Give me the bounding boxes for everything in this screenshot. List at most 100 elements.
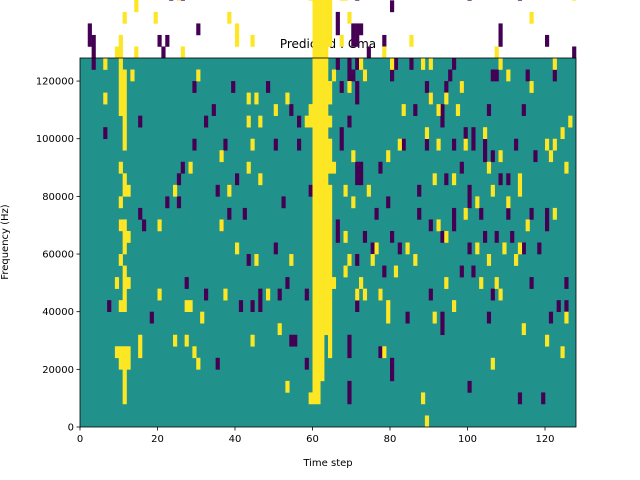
heatmap-cell-low bbox=[510, 230, 515, 243]
heatmap-cell-low bbox=[355, 254, 360, 266]
heatmap-cell-high bbox=[486, 161, 492, 174]
x-tick-label: 0 bbox=[77, 434, 83, 445]
heatmap-cell-low bbox=[440, 104, 445, 128]
heatmap-cell-low bbox=[393, 58, 399, 70]
heatmap-cell-low bbox=[521, 104, 526, 116]
heatmap-cell-high bbox=[157, 219, 162, 232]
heatmap-cell-high bbox=[118, 219, 123, 232]
y-tick-label: 80000 bbox=[42, 192, 74, 203]
heatmap-cell-high bbox=[413, 254, 418, 266]
heatmap-cell-low bbox=[246, 254, 251, 266]
heatmap-cell-high bbox=[514, 254, 519, 266]
heatmap-cell-low bbox=[390, 357, 395, 382]
heatmap-cell-low bbox=[545, 34, 550, 47]
heatmap-cell-high bbox=[370, 254, 375, 266]
heatmap-cell-low bbox=[494, 230, 499, 243]
heatmap-cell-high bbox=[235, 34, 240, 47]
heatmap-cell-high bbox=[312, 0, 317, 1]
heatmap-cell-low bbox=[335, 219, 340, 243]
heatmap-cell-high bbox=[328, 81, 333, 105]
heatmap-cell-high bbox=[517, 242, 523, 255]
heatmap-cell-high bbox=[382, 46, 387, 59]
heatmap-cell-low bbox=[192, 138, 197, 151]
heatmap-cell-low bbox=[452, 207, 457, 232]
heatmap-cell-high bbox=[273, 104, 278, 116]
y-tick-label: 40000 bbox=[42, 307, 74, 318]
heatmap-cell-high bbox=[343, 265, 348, 278]
heatmap-cell-low bbox=[467, 242, 472, 255]
heatmap-cell-high bbox=[304, 115, 309, 128]
heatmap-cell-low bbox=[161, 46, 166, 59]
heatmap-cell-low bbox=[231, 81, 236, 93]
heatmap-cell-high bbox=[498, 150, 503, 163]
heatmap-cell-high bbox=[463, 207, 468, 220]
heatmap-cell-low bbox=[525, 69, 530, 82]
heatmap-cell-high bbox=[312, 0, 317, 405]
heatmap-cell-high bbox=[432, 173, 437, 186]
heatmap-cell-high bbox=[486, 254, 492, 266]
heatmap-cell-high bbox=[118, 254, 123, 266]
heatmap-cell-high bbox=[374, 242, 379, 255]
heatmap-cell-high bbox=[308, 104, 313, 128]
heatmap-cell-low bbox=[548, 311, 554, 324]
heatmap-cell-high bbox=[122, 219, 127, 255]
heatmap-cell-high bbox=[494, 277, 499, 289]
heatmap-cell-high bbox=[138, 334, 143, 359]
heatmap-cell-high bbox=[564, 311, 569, 324]
heatmap-cell-high bbox=[227, 11, 232, 24]
heatmap-cell-low bbox=[397, 242, 402, 255]
heatmap-cell-low bbox=[494, 69, 499, 82]
heatmap-cell-high bbox=[324, 0, 329, 336]
heatmap-cell-low bbox=[424, 138, 430, 151]
heatmap-cell-low bbox=[440, 230, 445, 243]
heatmap-cell-high bbox=[444, 277, 449, 289]
heatmap-cell-low bbox=[293, 334, 298, 347]
heatmap-cell-high bbox=[444, 92, 449, 105]
heatmap-cell-high bbox=[250, 334, 255, 347]
heatmap-cell-low bbox=[386, 196, 391, 209]
heatmap-cell-low bbox=[289, 334, 294, 347]
heatmap-cell-low bbox=[184, 277, 189, 289]
heatmap-cell-low bbox=[289, 104, 294, 116]
heatmap-cell-low bbox=[351, 23, 356, 47]
heatmap-cell-low bbox=[165, 196, 170, 209]
heatmap-cell-low bbox=[103, 127, 108, 140]
heatmap-cell-high bbox=[114, 346, 120, 359]
heatmap-cell-high bbox=[188, 161, 193, 174]
heatmap-cell-high bbox=[328, 0, 333, 47]
y-axis: 0 20000 40000 60000 80000 100000 120000 bbox=[36, 77, 80, 434]
heatmap-cell-high bbox=[498, 58, 503, 70]
heatmap-cell-high bbox=[455, 104, 461, 116]
heatmap-cell-high bbox=[362, 288, 368, 301]
heatmap-cell-high bbox=[176, 0, 182, 1]
heatmap-cell-high bbox=[122, 346, 127, 405]
heatmap-cell-low bbox=[176, 196, 182, 209]
heatmap-cell-low bbox=[517, 392, 523, 405]
heatmap-cell-high bbox=[316, 0, 321, 405]
heatmap-cell-high bbox=[308, 0, 313, 1]
heatmap-cell-high bbox=[545, 138, 550, 151]
heatmap-cell-high bbox=[250, 138, 255, 151]
x-tick-label: 100 bbox=[458, 434, 477, 445]
heatmap-cell-low bbox=[378, 161, 383, 174]
heatmap-cell-low bbox=[362, 230, 368, 243]
heatmap-cell-low bbox=[215, 357, 220, 370]
heatmap-cell-high bbox=[351, 150, 356, 163]
heatmap-cell-high bbox=[339, 34, 344, 47]
heatmap-cell-low bbox=[192, 81, 197, 93]
heatmap-cell-low bbox=[308, 184, 313, 197]
heatmap-cell-low bbox=[235, 173, 240, 186]
y-tick-label: 0 bbox=[68, 423, 74, 434]
heatmap-cell-high bbox=[502, 242, 507, 255]
heatmap-cell-high bbox=[173, 184, 178, 197]
heatmap-cell-low bbox=[545, 207, 550, 232]
heatmap-cell-low bbox=[514, 138, 519, 151]
heatmap-cell-high bbox=[219, 219, 224, 232]
heatmap-cell-high bbox=[343, 230, 348, 243]
heatmap-cell-high bbox=[126, 184, 131, 197]
heatmap-cell-high bbox=[126, 230, 131, 243]
heatmap-cell-high bbox=[246, 161, 251, 174]
heatmap-cell-low bbox=[204, 115, 209, 128]
heatmap-cell-high bbox=[475, 196, 480, 209]
heatmap-cell-high bbox=[498, 288, 503, 301]
